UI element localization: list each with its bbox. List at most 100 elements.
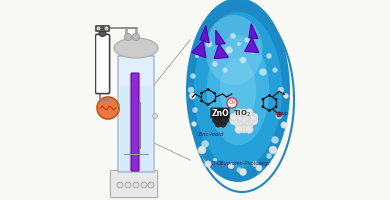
Circle shape bbox=[250, 117, 258, 125]
Circle shape bbox=[235, 113, 243, 121]
Circle shape bbox=[220, 120, 227, 127]
Circle shape bbox=[200, 92, 203, 95]
Polygon shape bbox=[214, 30, 228, 59]
Circle shape bbox=[266, 153, 271, 159]
Circle shape bbox=[273, 68, 277, 72]
Circle shape bbox=[96, 26, 101, 31]
Circle shape bbox=[104, 26, 109, 31]
Circle shape bbox=[190, 73, 196, 79]
Circle shape bbox=[245, 38, 249, 42]
Circle shape bbox=[278, 87, 284, 93]
Circle shape bbox=[230, 117, 238, 125]
Circle shape bbox=[227, 98, 237, 108]
Circle shape bbox=[207, 88, 209, 91]
Circle shape bbox=[261, 105, 264, 108]
FancyBboxPatch shape bbox=[96, 26, 110, 31]
Ellipse shape bbox=[186, 0, 290, 182]
Circle shape bbox=[191, 122, 197, 126]
Circle shape bbox=[133, 182, 139, 188]
FancyBboxPatch shape bbox=[96, 34, 110, 94]
Text: Zinc-Iodid: Zinc-Iodid bbox=[197, 132, 223, 136]
Circle shape bbox=[271, 136, 278, 144]
Ellipse shape bbox=[206, 15, 262, 85]
Text: Ibup.: Ibup. bbox=[278, 112, 290, 116]
Circle shape bbox=[99, 29, 106, 37]
Circle shape bbox=[235, 125, 243, 133]
Circle shape bbox=[205, 161, 211, 167]
Circle shape bbox=[201, 140, 209, 148]
Circle shape bbox=[195, 54, 199, 58]
Circle shape bbox=[275, 98, 277, 101]
Circle shape bbox=[235, 121, 243, 129]
Circle shape bbox=[152, 114, 158, 118]
Circle shape bbox=[217, 108, 224, 115]
Circle shape bbox=[245, 121, 253, 129]
Circle shape bbox=[213, 108, 219, 115]
Text: TiO$_2$: TiO$_2$ bbox=[233, 109, 251, 119]
Circle shape bbox=[213, 61, 218, 67]
Ellipse shape bbox=[207, 35, 269, 145]
Circle shape bbox=[268, 109, 271, 112]
Circle shape bbox=[213, 99, 216, 102]
Circle shape bbox=[124, 33, 131, 41]
Circle shape bbox=[259, 68, 267, 76]
Circle shape bbox=[245, 109, 253, 117]
Circle shape bbox=[189, 93, 196, 99]
Circle shape bbox=[215, 120, 222, 127]
Polygon shape bbox=[245, 24, 259, 53]
Circle shape bbox=[148, 182, 154, 188]
Circle shape bbox=[200, 99, 203, 102]
FancyBboxPatch shape bbox=[131, 73, 139, 171]
Ellipse shape bbox=[114, 38, 158, 58]
Text: ZnO: ZnO bbox=[211, 108, 229, 117]
Circle shape bbox=[240, 109, 248, 117]
Circle shape bbox=[206, 41, 212, 47]
Circle shape bbox=[284, 94, 288, 98]
Circle shape bbox=[256, 165, 262, 171]
Circle shape bbox=[230, 33, 236, 39]
Circle shape bbox=[252, 161, 258, 167]
Circle shape bbox=[230, 113, 238, 121]
FancyBboxPatch shape bbox=[118, 56, 154, 172]
Circle shape bbox=[141, 182, 147, 188]
Ellipse shape bbox=[194, 12, 282, 168]
Circle shape bbox=[213, 158, 217, 162]
Circle shape bbox=[188, 87, 194, 93]
Circle shape bbox=[240, 57, 246, 63]
Circle shape bbox=[237, 42, 241, 46]
Circle shape bbox=[97, 97, 119, 119]
Circle shape bbox=[213, 112, 219, 119]
Circle shape bbox=[198, 146, 206, 154]
Circle shape bbox=[213, 117, 219, 124]
Circle shape bbox=[266, 53, 271, 59]
Circle shape bbox=[217, 50, 221, 54]
Circle shape bbox=[207, 103, 209, 106]
Circle shape bbox=[213, 92, 216, 95]
Circle shape bbox=[222, 108, 229, 115]
Circle shape bbox=[276, 113, 282, 119]
Circle shape bbox=[275, 105, 277, 108]
FancyBboxPatch shape bbox=[120, 86, 152, 170]
Circle shape bbox=[222, 117, 229, 124]
Circle shape bbox=[261, 98, 264, 101]
Circle shape bbox=[237, 168, 241, 172]
Circle shape bbox=[250, 113, 258, 121]
Circle shape bbox=[222, 112, 229, 119]
Circle shape bbox=[240, 125, 248, 133]
Polygon shape bbox=[192, 26, 209, 58]
Circle shape bbox=[225, 46, 232, 54]
Circle shape bbox=[117, 182, 123, 188]
Circle shape bbox=[245, 125, 253, 133]
Circle shape bbox=[277, 112, 282, 117]
Circle shape bbox=[240, 117, 248, 125]
Circle shape bbox=[228, 163, 234, 169]
Ellipse shape bbox=[220, 58, 256, 122]
FancyBboxPatch shape bbox=[129, 73, 141, 171]
Circle shape bbox=[268, 94, 271, 97]
Circle shape bbox=[235, 109, 243, 117]
Circle shape bbox=[245, 113, 253, 121]
Text: $O_2$: $O_2$ bbox=[228, 99, 236, 107]
Circle shape bbox=[269, 146, 277, 154]
Circle shape bbox=[281, 122, 287, 128]
Text: Ibuprofen-Photodegr.: Ibuprofen-Photodegr. bbox=[220, 160, 272, 166]
